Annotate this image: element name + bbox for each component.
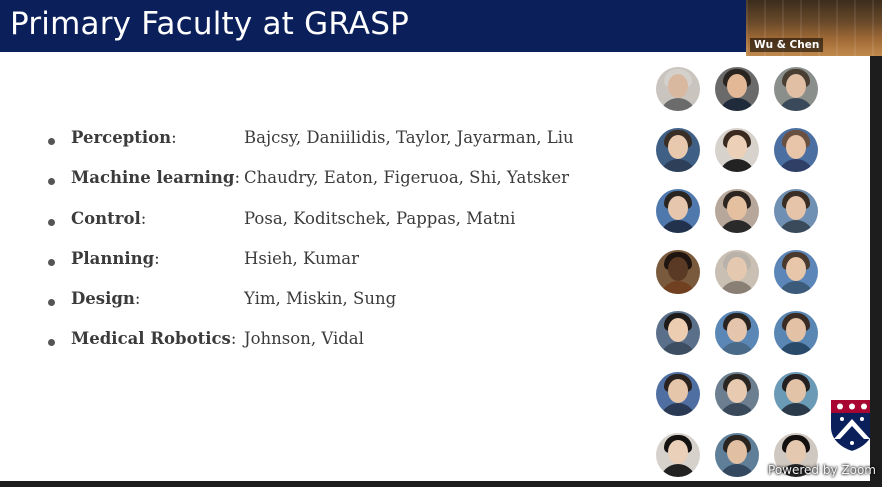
bullet-icon — [48, 258, 55, 266]
shoulders-shape — [660, 220, 696, 233]
faculty-names: Bajcsy, Daniilidis, Taylor, Jayarman, Li… — [244, 128, 574, 147]
face-shape — [727, 135, 747, 159]
faculty-photo — [656, 372, 700, 416]
face-shape — [668, 257, 688, 281]
shoulders-shape — [778, 342, 814, 355]
faculty-photo — [656, 311, 700, 355]
research-area: Perception: — [71, 128, 177, 147]
face-shape — [727, 74, 747, 98]
face-shape — [668, 440, 688, 464]
face-shape — [668, 196, 688, 220]
slide-title-bar: Primary Faculty at GRASP — [0, 0, 870, 52]
window-border — [870, 56, 882, 487]
faculty-names: Posa, Koditschek, Pappas, Matni — [244, 208, 516, 228]
bullet-icon — [48, 178, 55, 186]
shoulders-shape — [660, 464, 696, 477]
faculty-names: Hsieh, Kumar — [244, 248, 359, 268]
participant-name-label: Wu & Chen — [750, 38, 824, 52]
university-shield-logo — [829, 398, 870, 453]
shoulders-shape — [719, 220, 755, 233]
face-shape — [786, 196, 806, 220]
faculty-photo — [774, 433, 818, 477]
shoulders-shape — [660, 281, 696, 294]
shoulders-shape — [778, 159, 814, 172]
face-shape — [727, 318, 747, 342]
faculty-photo — [774, 67, 818, 111]
face-shape — [786, 440, 806, 464]
faculty-photo — [656, 189, 700, 233]
shoulders-shape — [719, 281, 755, 294]
face-shape — [727, 196, 747, 220]
faculty-photo — [715, 372, 759, 416]
zoom-watermark: Powered by Zoom — [768, 463, 876, 477]
faculty-photo — [656, 67, 700, 111]
faculty-photo — [656, 250, 700, 294]
participant-video-thumbnail[interactable]: Wu & Chen — [746, 0, 882, 56]
faculty-photo — [715, 250, 759, 294]
faculty-photo — [715, 67, 759, 111]
faculty-names: Chaudry, Eaton, Figeruoa, Shi, Yatsker — [244, 168, 570, 188]
face-shape — [668, 135, 688, 159]
shoulders-shape — [778, 220, 814, 233]
shoulders-shape — [719, 342, 755, 355]
face-shape — [727, 440, 747, 464]
shoulders-shape — [778, 281, 814, 294]
faculty-photo — [774, 189, 818, 233]
faculty-photo — [656, 433, 700, 477]
shoulders-shape — [660, 98, 696, 111]
slide-title: Primary Faculty at GRASP — [10, 6, 409, 42]
face-shape — [786, 257, 806, 281]
shoulders-shape — [778, 98, 814, 111]
face-shape — [727, 257, 747, 281]
faculty-names: Johnson, Vidal — [244, 329, 364, 349]
face-shape — [668, 379, 688, 403]
bullet-icon — [48, 138, 55, 145]
presentation-slide: Primary Faculty at GRASP Perception: Baj… — [0, 0, 870, 481]
faculty-photo — [774, 372, 818, 416]
faculty-photo-grid — [656, 67, 822, 477]
face-shape — [668, 318, 688, 342]
faculty-photo — [715, 189, 759, 233]
research-area: Machine learning: — [71, 168, 241, 188]
research-area: Design: — [71, 289, 141, 309]
research-area: Control: — [71, 208, 147, 228]
shoulders-shape — [719, 159, 755, 172]
research-area: Medical Robotics: — [71, 329, 237, 349]
shoulders-shape — [719, 403, 755, 416]
faculty-photo — [774, 128, 818, 172]
bullet-icon — [48, 299, 55, 307]
face-shape — [786, 74, 806, 98]
shoulders-shape — [778, 464, 814, 477]
bullet-icon — [48, 339, 55, 347]
faculty-photo — [715, 311, 759, 355]
shoulders-shape — [719, 98, 755, 111]
faculty-photo — [774, 250, 818, 294]
research-area: Planning: — [71, 248, 160, 268]
face-shape — [668, 74, 688, 98]
shoulders-shape — [660, 159, 696, 172]
window-border — [0, 481, 882, 487]
shoulders-shape — [660, 403, 696, 416]
face-shape — [786, 318, 806, 342]
shoulders-shape — [719, 464, 755, 477]
faculty-photo — [774, 311, 818, 355]
faculty-photo — [656, 128, 700, 172]
face-shape — [786, 379, 806, 403]
shoulders-shape — [660, 342, 696, 355]
face-shape — [727, 379, 747, 403]
shoulders-shape — [778, 403, 814, 416]
bullet-icon — [48, 218, 55, 226]
faculty-names: Yim, Miskin, Sung — [244, 289, 397, 309]
faculty-photo — [715, 128, 759, 172]
face-shape — [786, 135, 806, 159]
faculty-photo — [715, 433, 759, 477]
